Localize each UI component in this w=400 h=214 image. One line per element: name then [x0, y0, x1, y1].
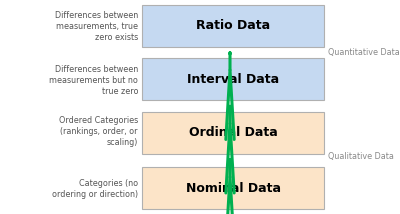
- FancyBboxPatch shape: [142, 112, 324, 154]
- Text: Ordered Categories
(rankings, order, or
scaling): Ordered Categories (rankings, order, or …: [59, 116, 138, 147]
- Text: Categories (no
ordering or direction): Categories (no ordering or direction): [52, 179, 138, 199]
- FancyBboxPatch shape: [142, 58, 324, 100]
- FancyBboxPatch shape: [142, 5, 324, 47]
- Text: Qualitative Data: Qualitative Data: [328, 152, 394, 161]
- Text: Ratio Data: Ratio Data: [196, 19, 270, 32]
- Text: Nominal Data: Nominal Data: [186, 182, 280, 195]
- FancyBboxPatch shape: [142, 167, 324, 209]
- Text: Ordinal Data: Ordinal Data: [189, 126, 277, 139]
- Text: Differences between
measurements, true
zero exists: Differences between measurements, true z…: [55, 11, 138, 42]
- Text: Differences between
measurements but no
true zero: Differences between measurements but no …: [49, 65, 138, 96]
- Text: Interval Data: Interval Data: [187, 73, 279, 86]
- Text: Quantitative Data: Quantitative Data: [328, 48, 400, 57]
